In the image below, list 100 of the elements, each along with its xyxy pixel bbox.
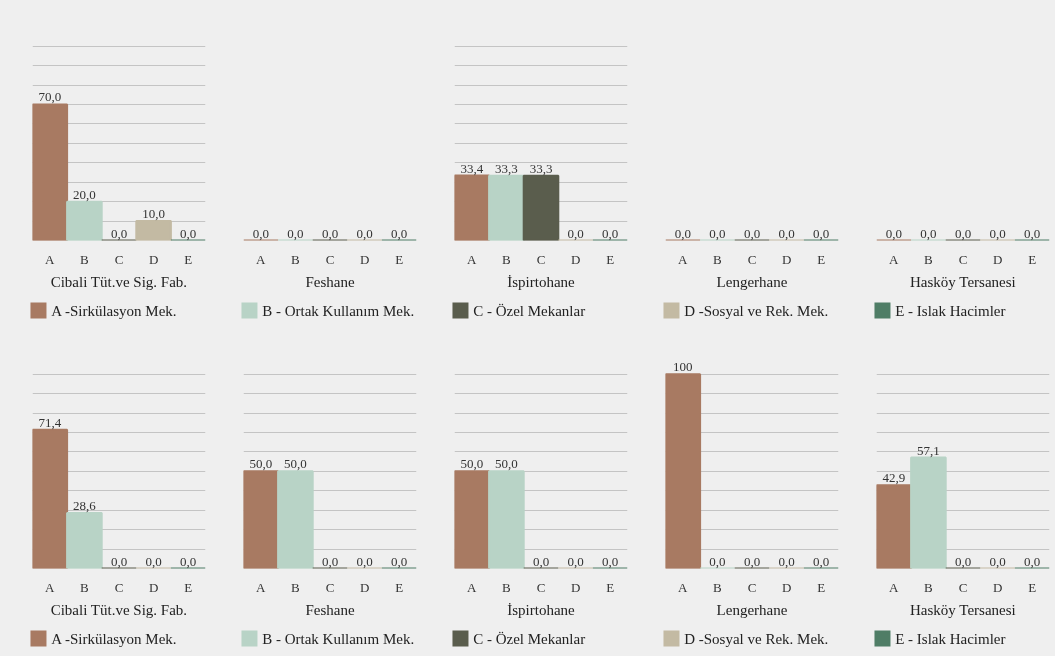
- x-tick-label: A: [678, 579, 689, 595]
- data-label: 33,3: [495, 160, 518, 176]
- data-label: 33,3: [529, 160, 553, 176]
- data-label: 0,0: [709, 225, 726, 241]
- data-label: 42,9: [882, 470, 906, 486]
- data-label: 0,0: [180, 225, 197, 241]
- data-label: 50,0: [460, 456, 484, 472]
- text: Feshane: [305, 273, 355, 290]
- data-label: 0,0: [321, 225, 339, 241]
- data-label: 0,0: [1024, 225, 1041, 241]
- data-label: 100: [673, 359, 693, 375]
- data-label: 50,0: [249, 456, 273, 472]
- data-label: 0,0: [391, 225, 408, 241]
- data-label: 0,0: [567, 225, 584, 241]
- category-label: D -Sosyal ve Rek. Mek.: [684, 302, 829, 319]
- x-tick-label: C: [325, 579, 335, 595]
- category-label: A -Sirkülasyon Mek.: [51, 630, 177, 647]
- data-label: 0,0: [391, 553, 408, 569]
- data-label: 0,0: [145, 553, 162, 569]
- category-label: D -Sosyal ve Rek. Mek.: [684, 630, 829, 647]
- data-label: 0,0: [674, 225, 691, 241]
- data-label: 0,0: [989, 553, 1006, 569]
- x-tick-label: E: [606, 579, 615, 595]
- x-tick-label: C: [958, 579, 968, 595]
- data-label: 28,6: [73, 497, 97, 513]
- category-label: C - Özel Mekanlar: [473, 302, 586, 319]
- x-axis-title: Feshane: [305, 601, 355, 618]
- data-label: 0,0: [954, 553, 972, 569]
- data-label: 0,0: [813, 553, 830, 569]
- category-label: B - Ortak Kullanım Mek.: [262, 630, 415, 647]
- x-tick-label: C: [536, 251, 546, 267]
- x-tick-label: C: [536, 579, 546, 595]
- data-label: 0,0: [709, 553, 726, 569]
- data-label: 0,0: [356, 225, 373, 241]
- x-tick-label: C: [747, 579, 757, 595]
- data-label: 0,0: [180, 553, 197, 569]
- data-label: 0,0: [954, 225, 972, 241]
- x-tick-label: E: [817, 579, 826, 595]
- text: Hasköy Tersanesi: [910, 273, 1016, 290]
- x-tick-label: E: [1028, 579, 1037, 595]
- x-tick-label: B: [924, 579, 934, 595]
- x-tick-label: B: [713, 579, 723, 595]
- data-label: 71,4: [38, 414, 62, 430]
- data-label: 10,0: [142, 206, 165, 222]
- data-label: 0,0: [778, 553, 795, 569]
- data-label: 0,0: [602, 553, 619, 569]
- x-tick-label: C: [114, 251, 124, 267]
- x-axis-title: Cibali Tüt.ve Sig. Fab.: [50, 273, 188, 290]
- data-label: 0,0: [920, 225, 937, 241]
- x-tick-label: E: [395, 579, 404, 595]
- x-tick-label: D: [992, 579, 1003, 595]
- x-axis-title: İspirtohane: [507, 273, 576, 290]
- x-axis-title: Cibali Tüt.ve Sig. Fab.: [50, 601, 188, 618]
- x-tick-label: E: [184, 579, 193, 595]
- category-label: C - Özel Mekanlar: [473, 630, 586, 647]
- category-label: E - Islak Hacimler: [895, 302, 1006, 319]
- data-label: 0,0: [602, 225, 619, 241]
- x-tick-label: A: [45, 251, 56, 267]
- x-tick-label: D: [359, 579, 370, 595]
- data-label: 0,0: [885, 225, 902, 241]
- data-label: 0,0: [321, 553, 339, 569]
- x-axis-title: Hasköy Tersanesi: [910, 601, 1016, 618]
- data-label: 70,0: [38, 89, 62, 105]
- data-label: 0,0: [743, 225, 761, 241]
- x-tick-label: A: [45, 579, 56, 595]
- data-label: 50,0: [495, 456, 518, 472]
- category-label: E - Islak Hacimler: [895, 630, 1006, 647]
- x-tick-label: A: [256, 579, 267, 595]
- x-tick-label: D: [570, 579, 581, 595]
- x-tick-label: B: [502, 579, 512, 595]
- x-tick-label: D: [781, 579, 792, 595]
- data-label: 0,0: [287, 225, 304, 241]
- data-label: 0,0: [743, 553, 761, 569]
- x-tick-label: A: [889, 579, 900, 595]
- category-label: B - Ortak Kullanım Mek.: [262, 302, 415, 319]
- x-tick-label: A: [467, 251, 478, 267]
- data-label: 20,0: [73, 186, 96, 202]
- data-label: 0,0: [532, 553, 550, 569]
- x-axis-title: İspirtohane: [507, 601, 576, 618]
- data-label: 0,0: [356, 553, 373, 569]
- x-tick-label: C: [114, 579, 124, 595]
- x-tick-label: D: [148, 579, 159, 595]
- x-axis-title: Lengerhane: [716, 601, 788, 618]
- text: Lengerhane: [716, 273, 788, 290]
- data-label: 33,4: [460, 160, 484, 176]
- data-label: 57,1: [917, 442, 940, 458]
- data-label: 0,0: [110, 225, 128, 241]
- data-label: 0,0: [813, 225, 830, 241]
- data-label: 0,0: [989, 225, 1006, 241]
- x-tick-label: B: [291, 579, 301, 595]
- data-label: 0,0: [110, 553, 128, 569]
- data-label: 0,0: [778, 225, 795, 241]
- data-label: 0,0: [252, 225, 269, 241]
- x-tick-label: E: [184, 251, 193, 267]
- x-tick-label: E: [606, 251, 615, 267]
- x-tick-label: A: [467, 579, 478, 595]
- x-tick-label: D: [570, 251, 581, 267]
- x-tick-label: B: [502, 251, 512, 267]
- x-tick-label: B: [80, 251, 90, 267]
- data-label: 0,0: [1024, 553, 1041, 569]
